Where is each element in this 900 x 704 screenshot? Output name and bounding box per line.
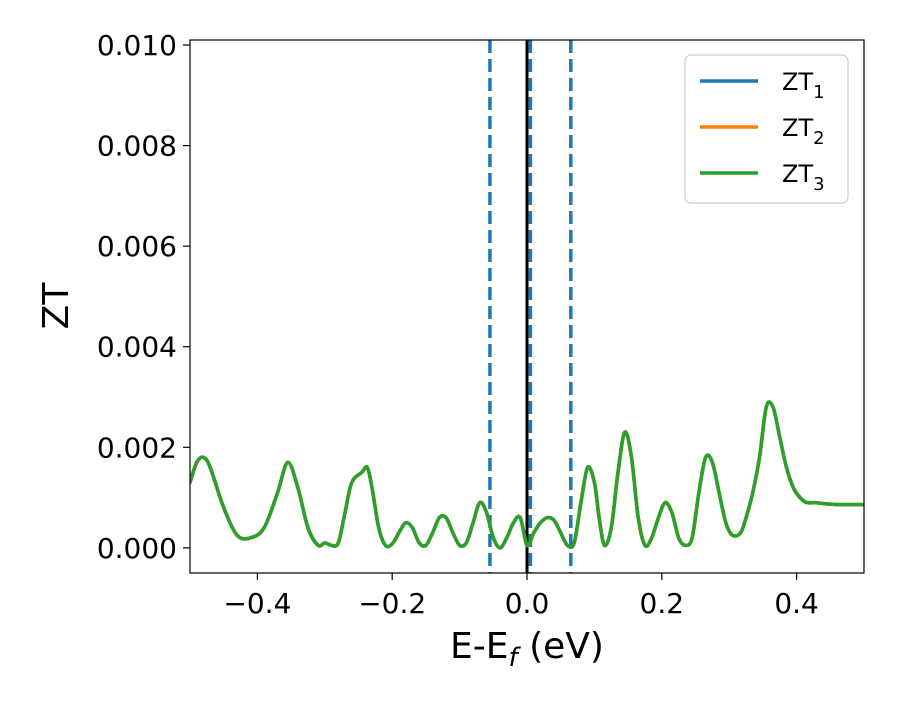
x-axis-title-unit: (eV) <box>518 626 604 667</box>
legend-label-subscript: 2 <box>813 128 824 149</box>
legend-box <box>684 54 849 204</box>
y-axis: 0.000 0.002 0.004 0.006 0.008 0.010 <box>97 29 190 565</box>
legend-label-subscript: 1 <box>813 82 824 103</box>
x-axis-title: E-Ef (eV) <box>450 626 604 673</box>
x-tick-label: 0.2 <box>640 587 685 620</box>
legend-label-main: ZT <box>782 68 813 96</box>
y-tick-label: 0.008 <box>97 130 177 163</box>
legend-label-main: ZT <box>782 114 813 142</box>
legend-label-subscript: 3 <box>813 174 824 195</box>
y-tick-label: 0.000 <box>97 532 177 565</box>
y-tick-label: 0.006 <box>97 230 177 263</box>
x-axis: −0.4 −0.2 0.0 0.2 0.4 <box>223 573 819 620</box>
series-lines <box>190 400 864 550</box>
x-axis-title-main: E-E <box>450 626 508 667</box>
legend-label-zt2: ZT2 <box>782 114 825 149</box>
x-tick-label: −0.2 <box>358 587 426 620</box>
y-tick-label: 0.010 <box>97 29 177 62</box>
legend-label-zt1: ZT1 <box>782 68 825 103</box>
legend-label-main: ZT <box>782 160 813 188</box>
x-tick-label: 0.4 <box>774 587 819 620</box>
x-tick-label: −0.4 <box>223 587 291 620</box>
legend-label-zt3: ZT3 <box>782 160 825 195</box>
y-tick-label: 0.004 <box>97 331 177 364</box>
y-axis-title: ZT <box>36 282 77 330</box>
reference-lines <box>488 40 573 573</box>
y-tick-label: 0.002 <box>97 431 177 464</box>
series-line-zt3 <box>190 400 864 550</box>
x-tick-label: 0.0 <box>505 587 550 620</box>
